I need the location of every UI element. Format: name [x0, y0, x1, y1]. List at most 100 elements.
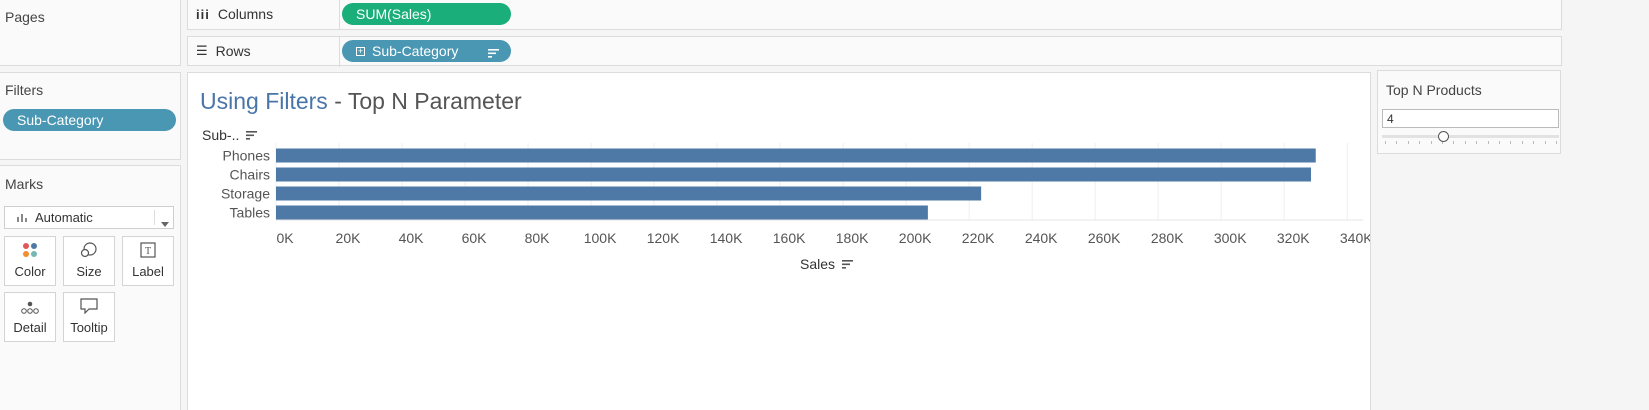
rows-pill-label: Sub-Category	[372, 43, 459, 59]
mark-type-dropdown[interactable]: Automatic	[4, 206, 174, 229]
x-tick-label: 280K	[1151, 230, 1184, 246]
color-card-label: Color	[14, 264, 46, 279]
x-tick-label: 260K	[1088, 230, 1121, 246]
filters-title: Filters	[5, 82, 44, 98]
worksheet-title: Using Filters - Top N Parameter	[200, 88, 522, 115]
x-tick-label: 240K	[1025, 230, 1058, 246]
slider-tick	[1521, 141, 1523, 144]
color-card[interactable]: Color	[4, 236, 56, 286]
bar-storage[interactable]	[276, 186, 982, 201]
bar-chairs[interactable]	[276, 167, 1312, 182]
slider-tick	[1476, 141, 1478, 144]
x-tick-label: 20K	[336, 230, 362, 246]
rows-divider	[339, 37, 340, 67]
bar-phones[interactable]	[276, 148, 1316, 163]
bar-chart-icon	[17, 210, 27, 225]
slider-tick	[1453, 141, 1455, 144]
x-tick-label: 0K	[276, 230, 294, 246]
columns-pill-sum-sales[interactable]: SUM(Sales)	[342, 3, 511, 25]
detail-card-label: Detail	[13, 320, 47, 335]
tooltip-icon	[80, 298, 98, 314]
pages-shelf[interactable]: Pages	[0, 0, 181, 66]
slider-tick	[1499, 141, 1500, 144]
x-tick-label: 320K	[1277, 230, 1310, 246]
x-tick-label: 120K	[647, 230, 680, 246]
x-tick-label: 180K	[836, 230, 869, 246]
x-tick-label: 60K	[462, 230, 488, 246]
x-tick-label: 160K	[773, 230, 806, 246]
slider-tick	[1419, 141, 1421, 144]
color-icon	[23, 243, 37, 257]
svg-text:T: T	[145, 246, 151, 257]
x-axis-title[interactable]: Sales	[800, 256, 853, 272]
detail-card[interactable]: Detail	[4, 292, 56, 342]
x-tick-label: 140K	[710, 230, 743, 246]
marks-card[interactable]: Marks Automatic Color Size T Label Detai…	[0, 165, 181, 410]
slider-tick	[1487, 141, 1489, 144]
slider-thumb[interactable]	[1438, 131, 1450, 142]
filter-pill-sub-category[interactable]: Sub-Category	[3, 109, 176, 131]
category-label-tables[interactable]: Tables	[230, 205, 270, 221]
label-card[interactable]: T Label	[122, 236, 174, 286]
sort-descending-icon	[488, 45, 499, 61]
category-label-storage[interactable]: Storage	[221, 186, 270, 202]
tooltip-card[interactable]: Tooltip	[63, 292, 115, 342]
bar-tables[interactable]	[276, 205, 928, 220]
x-tick-label: 300K	[1214, 230, 1247, 246]
detail-icon	[21, 301, 39, 314]
slider-tick	[1442, 141, 1443, 144]
worksheet-title-main: Using Filters	[200, 88, 328, 114]
filters-card[interactable]: Filters Sub-Category	[0, 72, 181, 160]
label-card-label: Label	[132, 264, 164, 279]
axis-sort-icon	[841, 256, 853, 272]
marks-title: Marks	[5, 176, 44, 192]
worksheet-view[interactable]: Using Filters - Top N Parameter Sub-.. 0…	[187, 72, 1371, 410]
parameter-value-input[interactable]: 4	[1382, 109, 1559, 128]
parameter-value: 4	[1387, 112, 1394, 126]
sort-icon	[246, 127, 258, 143]
row-header-label: Sub-..	[202, 127, 240, 143]
dropdown-divider	[154, 210, 155, 225]
x-tick-label: 100K	[584, 230, 617, 246]
size-card[interactable]: Size	[63, 236, 115, 286]
slider-tick	[1544, 141, 1546, 144]
expand-icon: +	[356, 45, 365, 56]
category-label-phones[interactable]: Phones	[223, 148, 270, 164]
columns-label: Columns	[217, 6, 274, 22]
slider-tick	[1430, 141, 1432, 144]
slider-ticks	[1382, 141, 1559, 144]
x-tick-label: 200K	[899, 230, 932, 246]
filter-pill-label: Sub-Category	[17, 112, 104, 128]
x-tick-label: 220K	[962, 230, 995, 246]
mark-type-label: Automatic	[35, 210, 93, 225]
size-icon	[80, 242, 97, 258]
slider-tick	[1464, 141, 1466, 144]
tooltip-card-label: Tooltip	[70, 320, 108, 335]
slider-track[interactable]	[1382, 135, 1559, 138]
pages-title: Pages	[5, 9, 45, 25]
parameter-title: Top N Products	[1386, 82, 1482, 98]
rows-shelf[interactable]: ☰ Rows + Sub-Category	[187, 36, 1562, 67]
category-label-chairs[interactable]: Chairs	[230, 167, 270, 183]
rows-pill-sub-category[interactable]: + Sub-Category	[342, 40, 511, 62]
row-header[interactable]: Sub-..	[202, 127, 258, 143]
slider-tick	[1556, 141, 1557, 144]
x-tick-label: 340K	[1340, 230, 1370, 246]
x-tick-label: 80K	[525, 230, 551, 246]
columns-shelf[interactable]: iii Columns SUM(Sales)	[187, 0, 1562, 30]
bar-chart[interactable]: 0K 20K 40K 60K 80K 100K 120K 140K 160K 180K 200K 22…	[188, 73, 1370, 293]
size-card-label: Size	[76, 264, 102, 279]
rows-label: Rows	[215, 43, 251, 59]
x-tick-label: 40K	[399, 230, 425, 246]
slider-tick	[1510, 141, 1512, 144]
slider-tick	[1396, 141, 1398, 144]
slider-tick	[1385, 141, 1386, 144]
slider-tick	[1407, 141, 1409, 144]
parameter-card[interactable]: Top N Products 4	[1377, 70, 1561, 154]
columns-icon: iii	[196, 6, 210, 22]
rows-icon: ☰	[196, 43, 208, 58]
x-axis-title-label: Sales	[800, 256, 836, 272]
label-icon: T	[140, 242, 156, 258]
slider-tick	[1533, 141, 1535, 144]
columns-pill-label: SUM(Sales)	[356, 6, 432, 22]
